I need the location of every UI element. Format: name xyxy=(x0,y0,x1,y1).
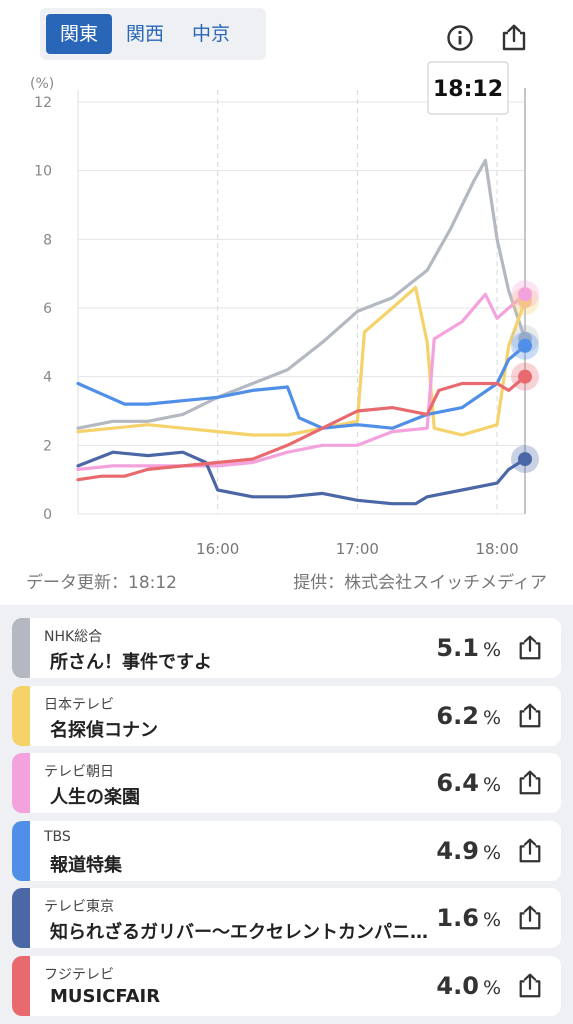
rating-value: 1.6% xyxy=(436,904,501,932)
tab-chukyo[interactable]: 中京 xyxy=(192,23,231,45)
program-card[interactable]: テレビ朝日人生の楽園 6.4% xyxy=(12,753,561,813)
x-tick-label: 17:00 xyxy=(336,540,379,558)
y-tick-label: 4 xyxy=(43,370,52,386)
series-line xyxy=(76,285,527,437)
y-tick-label: 2 xyxy=(43,438,52,454)
program-card[interactable]: TBS 報道特集 4.9% xyxy=(12,820,561,881)
share-icon[interactable] xyxy=(517,703,543,729)
info-icon[interactable] xyxy=(446,24,474,52)
region-tabs: 関東 関西 中京 xyxy=(40,8,266,60)
rating-value: 6.2% xyxy=(436,701,501,730)
channel-name: TBS xyxy=(44,828,71,845)
program-title: 報道特集 xyxy=(50,854,122,876)
cursor-time-label: 18:12 xyxy=(433,77,503,102)
y-tick-label: 0 xyxy=(43,507,52,523)
channel-name: 日本テレビ xyxy=(44,696,114,713)
y-axis-label: (%) xyxy=(30,76,54,92)
series-line xyxy=(76,158,527,430)
program-card[interactable]: NHK総合所さん！事件ですよ 5.1% xyxy=(12,618,561,678)
y-tick-label: 10 xyxy=(34,164,52,180)
x-tick-label: 18:00 xyxy=(475,540,518,558)
channel-name: テレビ東京 xyxy=(44,899,114,915)
series-end-marker xyxy=(518,369,532,384)
series-line xyxy=(76,344,527,430)
series-line xyxy=(76,450,527,506)
channel-name: テレビ朝日 xyxy=(44,764,114,780)
program-title: 人生の楽園 xyxy=(50,787,140,808)
channel-name: NHK総合 xyxy=(44,629,103,645)
series-line xyxy=(76,292,527,471)
ratings-chart: 0 2 4 6 8 10 12 (%) 16:00 17:00 18:00 18:12 xyxy=(30,61,539,558)
tab-kanto[interactable]: 関東 xyxy=(46,14,113,54)
rating-value: 6.4% xyxy=(436,769,501,797)
y-tick-label: 6 xyxy=(43,301,52,317)
y-tick-label: 8 xyxy=(43,232,52,248)
cursor-time-box xyxy=(427,61,509,115)
rating-value: 4.0% xyxy=(436,971,501,1000)
channel-color-bar xyxy=(12,618,30,678)
series-end-marker xyxy=(518,452,532,467)
channel-color-bar xyxy=(12,888,30,948)
update-time: データ更新：18:12 xyxy=(26,573,177,593)
series-end-marker xyxy=(518,287,532,302)
channel-color-bar xyxy=(12,685,30,746)
y-tick-label: 12 xyxy=(34,95,52,111)
program-list: NHK総合所さん！事件ですよ 5.1% 日本テレビ名探偵コナン 6.2% テレビ朝日人生… xyxy=(0,605,573,1024)
program-card[interactable]: 日本テレビ名探偵コナン 6.2% xyxy=(12,685,561,746)
provider-credit: 提供：株式会社スイッチメディア xyxy=(293,573,547,593)
program-title: 名探偵コナン xyxy=(50,719,158,741)
share-icon[interactable] xyxy=(517,838,543,864)
program-title: 所さん！事件ですよ xyxy=(50,652,212,673)
channel-color-bar xyxy=(12,753,30,813)
channel-color-bar xyxy=(12,820,30,881)
program-title: 知られざるガリバー〜エクセレントカンパニーファイル〜 xyxy=(50,922,435,943)
rating-value: 4.9% xyxy=(436,836,501,865)
series-end-marker xyxy=(518,338,532,353)
share-icon[interactable] xyxy=(517,635,543,661)
x-tick-label: 16:00 xyxy=(196,540,239,558)
program-title: MUSICFAIR xyxy=(50,985,161,1007)
program-card[interactable]: フジテレビ MUSICFAIR 4.0% xyxy=(12,955,561,1016)
series-line xyxy=(76,375,527,482)
share-icon[interactable] xyxy=(500,24,528,52)
share-icon[interactable] xyxy=(517,770,543,796)
channel-color-bar xyxy=(12,955,30,1016)
share-icon[interactable] xyxy=(517,905,543,931)
channel-name: フジテレビ xyxy=(44,966,114,983)
share-icon[interactable] xyxy=(517,973,543,999)
tab-kansai[interactable]: 関西 xyxy=(126,23,165,45)
rating-value: 5.1% xyxy=(436,634,501,662)
